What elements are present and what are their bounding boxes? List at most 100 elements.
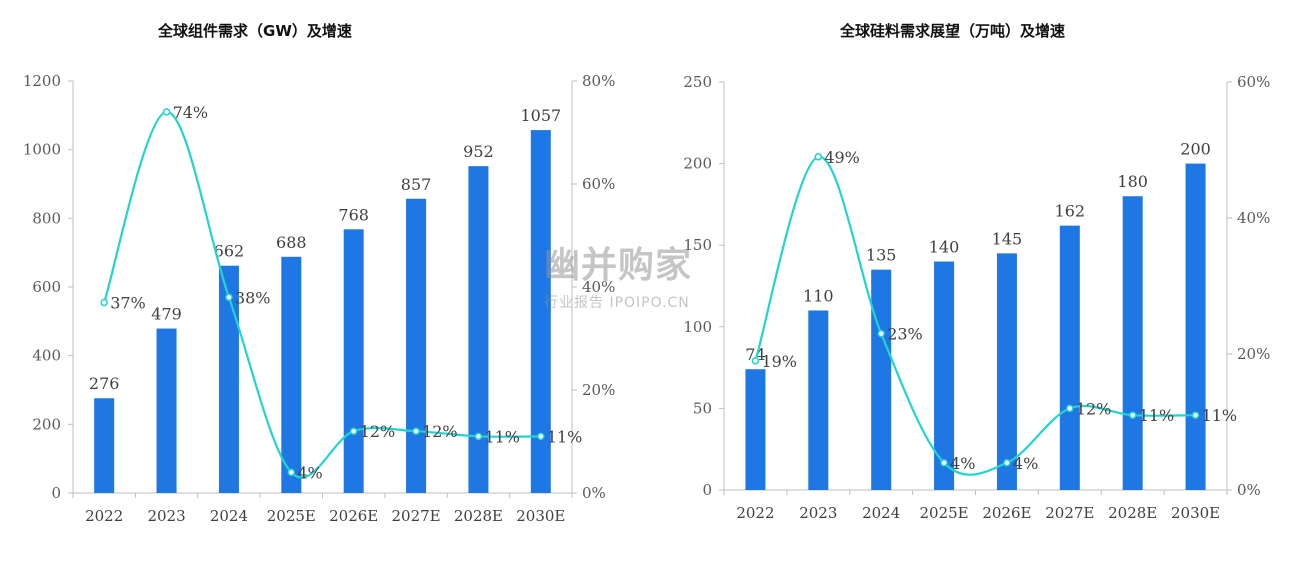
- x-tick-label: 2022: [85, 507, 123, 525]
- growth-point: [287, 468, 296, 477]
- chart-title: 全球硅料需求展望（万吨）及增速: [840, 22, 1066, 40]
- bar: [530, 130, 551, 493]
- bar-value-label: 74: [745, 345, 765, 364]
- x-tick-label: 2028E: [454, 507, 503, 525]
- bar-value-label: 135: [866, 246, 897, 265]
- y2-tick-label: 0%: [582, 484, 606, 502]
- bar-value-label: 145: [992, 229, 1023, 248]
- bar-value-label: 200: [1180, 140, 1211, 159]
- y-tick-label: 250: [683, 73, 712, 91]
- growth-point: [225, 293, 233, 302]
- growth-label: 23%: [887, 325, 923, 344]
- growth-line: [754, 155, 1196, 476]
- bar: [808, 310, 829, 490]
- growth-point: [100, 298, 108, 307]
- bar: [281, 256, 302, 493]
- bar-value-label: 180: [1117, 172, 1148, 191]
- bar: [156, 328, 177, 493]
- y-tick-label: 0: [702, 481, 712, 499]
- y-tick-label: 200: [32, 415, 61, 433]
- growth-label: 11%: [484, 427, 520, 446]
- x-tick-label: 2027E: [392, 507, 441, 525]
- growth-label: 4%: [950, 454, 975, 473]
- module-demand-plot: 0 200 400 600 800 1000 1200 0% 20% 40% 60% 80% 2022 2…: [23, 72, 616, 525]
- growth-label: 12%: [422, 422, 458, 441]
- y2-tick-label: 40%: [1237, 209, 1270, 227]
- growth-label: 4%: [297, 463, 322, 482]
- x-tick-label: 2025E: [267, 507, 316, 525]
- x-tick-label: 2023: [799, 504, 837, 522]
- growth-point: [412, 427, 420, 435]
- x-tick-label: 2022: [736, 504, 774, 522]
- bar: [996, 253, 1017, 490]
- bar-value-label: 276: [89, 374, 120, 393]
- y-tick-label: 600: [32, 278, 61, 296]
- bar-value-label: 952: [463, 142, 494, 161]
- bar-value-label: 479: [151, 305, 182, 324]
- bar-value-label: 140: [929, 238, 960, 257]
- polysilicon-demand-chart: 全球硅料需求展望（万吨）及增速 0 50 100 150 200 250 0% 20% 40% 6…: [652, 0, 1304, 567]
- bar-value-label: 162: [1055, 202, 1086, 221]
- growth-point: [474, 432, 483, 441]
- growth-point: [537, 432, 545, 441]
- growth-label: 37%: [110, 293, 146, 312]
- y-tick-label: 1200: [23, 72, 61, 90]
- bar: [745, 369, 766, 490]
- y-tick-label: 1000: [23, 141, 61, 159]
- x-tick-label: 2024: [862, 504, 900, 522]
- growth-label: 38%: [235, 288, 271, 307]
- y2-tick-label: 20%: [582, 381, 615, 399]
- growth-point: [751, 357, 760, 365]
- y-tick-label: 400: [32, 347, 61, 365]
- growth-point: [162, 108, 171, 116]
- bar: [871, 269, 892, 490]
- growth-label: 19%: [761, 352, 797, 371]
- bar: [218, 265, 239, 493]
- growth-label: 11%: [1139, 406, 1175, 425]
- y2-tick-label: 60%: [582, 175, 615, 193]
- growth-point: [1191, 411, 1200, 419]
- bar: [94, 398, 115, 493]
- y2-tick-label: 40%: [582, 278, 615, 296]
- bar-value-label: 688: [276, 233, 307, 252]
- bar: [343, 229, 364, 493]
- growth-point: [814, 153, 823, 161]
- y-tick-label: 100: [683, 318, 712, 336]
- y2-tick-label: 0%: [1237, 481, 1261, 499]
- x-tick-label: 2026E: [982, 504, 1031, 522]
- y2-tick-label: 80%: [582, 72, 615, 90]
- x-tick-label: 2026E: [329, 507, 378, 525]
- growth-label: 11%: [1202, 406, 1238, 425]
- module-demand-chart: 全球组件需求（GW）及增速 0 200 400 600 800 1000 1200 0% 20%…: [0, 0, 650, 567]
- growth-label: 49%: [824, 148, 860, 167]
- growth-point: [940, 459, 948, 467]
- x-tick-label: 2025E: [920, 504, 969, 522]
- growth-point: [1003, 459, 1011, 467]
- growth-label: 12%: [1076, 399, 1112, 418]
- bar: [1122, 196, 1143, 491]
- bar-value-label: 1057: [520, 106, 561, 125]
- x-tick-label: 2024: [210, 507, 248, 525]
- growth-point: [877, 329, 885, 338]
- y-tick-label: 0: [51, 484, 61, 502]
- chart-title: 全球组件需求（GW）及增速: [158, 22, 352, 40]
- bar-value-label: 768: [338, 205, 369, 224]
- growth-label: 12%: [360, 422, 396, 441]
- y-tick-label: 200: [683, 155, 712, 173]
- x-tick-label: 2027E: [1045, 504, 1094, 522]
- bar: [934, 261, 955, 490]
- x-tick-label: 2030E: [516, 507, 565, 525]
- x-tick-label: 2028E: [1108, 504, 1157, 522]
- bar: [406, 198, 427, 493]
- x-tick-label: 2023: [147, 507, 185, 525]
- y2-tick-label: 60%: [1237, 73, 1270, 91]
- growth-point: [1128, 411, 1137, 419]
- growth-label: 74%: [173, 103, 209, 122]
- growth-point: [349, 427, 358, 435]
- growth-label: 4%: [1013, 454, 1038, 473]
- y-tick-label: 50: [693, 399, 712, 417]
- x-tick-label: 2030E: [1171, 504, 1220, 522]
- bar: [468, 166, 489, 493]
- y-tick-label: 150: [683, 236, 712, 254]
- polysilicon-demand-plot: 0 50 100 150 200 250 0% 20% 40% 60% 2022 2023 2024 20…: [683, 73, 1270, 522]
